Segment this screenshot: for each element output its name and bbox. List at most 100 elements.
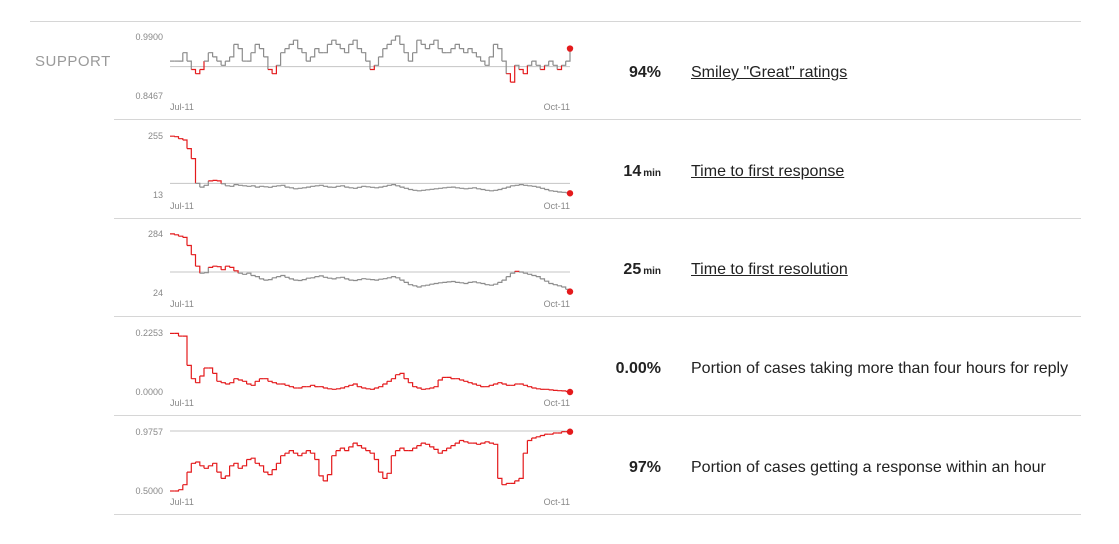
series-segment xyxy=(370,65,375,71)
series-segment xyxy=(267,469,273,476)
series-segment xyxy=(289,278,294,281)
series-segment xyxy=(250,185,256,188)
series-segment xyxy=(501,60,507,74)
series-segment xyxy=(263,378,269,382)
series-segment xyxy=(472,52,477,57)
series-segment xyxy=(446,48,452,54)
series-segment xyxy=(361,447,367,451)
series-segment xyxy=(404,281,409,285)
y-max-tick-label: 0.2253 xyxy=(135,328,163,338)
series-segment xyxy=(455,187,460,189)
series-segment xyxy=(438,377,443,381)
series-segment xyxy=(421,442,426,445)
series-segment xyxy=(353,442,358,446)
series-segment xyxy=(463,380,469,383)
series-segment xyxy=(259,278,265,281)
series-segment xyxy=(489,384,494,386)
series-segment xyxy=(229,463,235,467)
series-segment xyxy=(221,183,226,186)
series-segment xyxy=(429,386,435,389)
series-segment xyxy=(242,380,248,384)
series-segment xyxy=(272,276,277,279)
series-segment xyxy=(395,185,401,188)
series-segment xyxy=(429,188,435,190)
series-segment xyxy=(199,368,205,377)
series-segment xyxy=(361,387,367,389)
series-segment xyxy=(382,44,388,50)
series-segment xyxy=(450,443,456,447)
y-max-tick-label: 0.9900 xyxy=(135,32,163,42)
series-segment xyxy=(361,185,367,187)
series-segment xyxy=(523,440,528,454)
series-segment xyxy=(336,277,341,279)
series-segment xyxy=(310,452,316,460)
series-segment xyxy=(497,188,503,191)
series-segment xyxy=(365,388,371,390)
series-segment xyxy=(293,452,299,456)
latest-value-dot xyxy=(566,45,574,52)
series-segment xyxy=(438,450,443,454)
series-segment xyxy=(497,382,503,384)
series-segment xyxy=(412,189,418,191)
series-segment xyxy=(395,277,401,281)
series-segment xyxy=(216,380,222,383)
series-segment xyxy=(238,184,243,186)
series-segment xyxy=(489,284,494,286)
row-divider xyxy=(114,218,1081,219)
series-segment xyxy=(267,186,273,188)
series-segment xyxy=(433,282,439,285)
series-segment xyxy=(467,187,473,189)
series-segment xyxy=(323,276,328,279)
series-segment xyxy=(340,447,346,451)
series-segment xyxy=(276,185,282,187)
series-segment xyxy=(280,274,286,278)
series-segment xyxy=(314,458,320,476)
metric-link[interactable]: Time to first response xyxy=(691,163,845,180)
series-segment xyxy=(429,446,435,450)
series-segment xyxy=(484,441,490,444)
series-segment xyxy=(480,188,486,191)
series-segment xyxy=(195,182,201,188)
series-segment xyxy=(208,266,214,268)
series-segment xyxy=(212,462,218,473)
series-segment xyxy=(412,285,418,287)
series-segment xyxy=(370,186,375,188)
series-segment xyxy=(395,373,401,376)
series-segment xyxy=(272,382,277,384)
series-segment xyxy=(476,384,482,387)
x-end-tick-label: Oct-11 xyxy=(544,201,570,211)
series-segment xyxy=(561,191,567,193)
metric-value-number: 0.00% xyxy=(615,360,661,377)
series-segment xyxy=(467,281,473,283)
series-segment xyxy=(408,284,414,286)
metric-value: 94% xyxy=(521,64,661,82)
series-segment xyxy=(272,65,277,75)
series-segment xyxy=(212,56,218,62)
series-segment xyxy=(289,386,294,388)
series-segment xyxy=(544,388,550,390)
series-segment xyxy=(442,281,448,283)
series-segment xyxy=(238,48,243,62)
series-segment xyxy=(174,234,180,237)
series-segment xyxy=(204,465,209,469)
series-segment xyxy=(459,48,465,53)
metric-row: 284 24 Jul-11 Oct-11 25 min Time to first reso… xyxy=(114,219,1081,317)
metric-link[interactable]: Time to first resolution xyxy=(691,261,848,278)
metric-link[interactable]: Smiley "Great" ratings xyxy=(691,64,848,81)
series-segment xyxy=(306,385,311,388)
series-segment xyxy=(336,448,341,452)
series-segment xyxy=(255,462,260,466)
series-segment xyxy=(212,372,218,382)
series-segment xyxy=(510,185,516,187)
series-segment xyxy=(204,267,209,274)
series-segment xyxy=(280,48,286,54)
series-segment xyxy=(348,443,354,448)
series-segment xyxy=(293,39,299,49)
series-segment xyxy=(467,382,473,384)
series-segment xyxy=(506,273,511,278)
series-segment xyxy=(544,280,550,284)
series-segment xyxy=(391,36,397,41)
series-segment xyxy=(323,387,328,389)
series-segment xyxy=(497,280,503,283)
series-segment xyxy=(408,52,414,62)
